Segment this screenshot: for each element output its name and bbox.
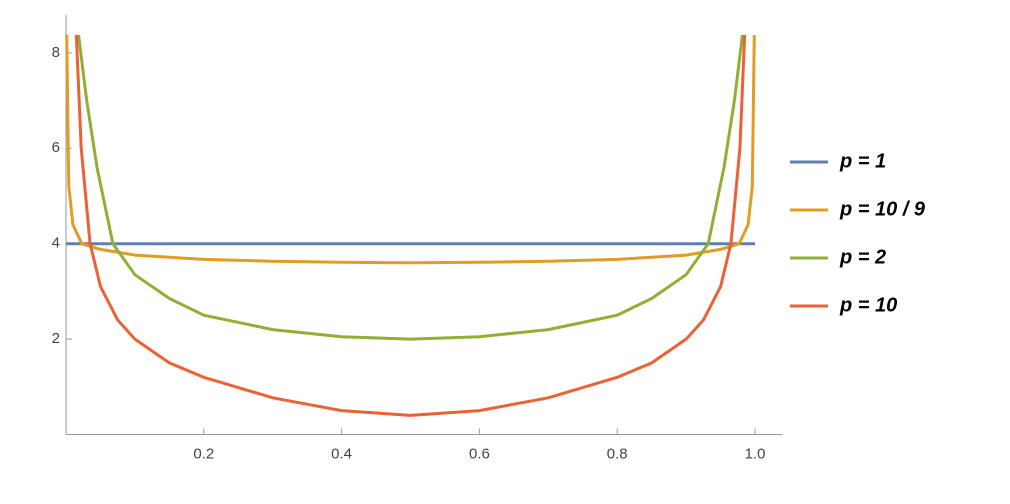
legend-label: p = 1 bbox=[839, 150, 886, 172]
x-tick-label: 0.8 bbox=[607, 445, 628, 462]
y-tick-label: 2 bbox=[52, 330, 60, 347]
legend-label: p = 10 / 9 bbox=[839, 198, 926, 220]
x-tick-label: 0.6 bbox=[469, 445, 490, 462]
series-line bbox=[77, 35, 744, 341]
series-line bbox=[74, 35, 747, 417]
x-tick-label: 1.0 bbox=[745, 445, 766, 462]
legend-label: p = 2 bbox=[839, 246, 886, 268]
y-tick-label: 8 bbox=[52, 44, 60, 61]
y-tick-label: 4 bbox=[52, 235, 60, 252]
x-tick-label: 0.4 bbox=[331, 445, 352, 462]
plot-area bbox=[65, 35, 756, 417]
y-tick-label: 6 bbox=[52, 139, 60, 156]
x-tick-label: 0.2 bbox=[193, 445, 214, 462]
series-line bbox=[65, 35, 756, 265]
legend-label: p = 10 bbox=[839, 294, 897, 316]
